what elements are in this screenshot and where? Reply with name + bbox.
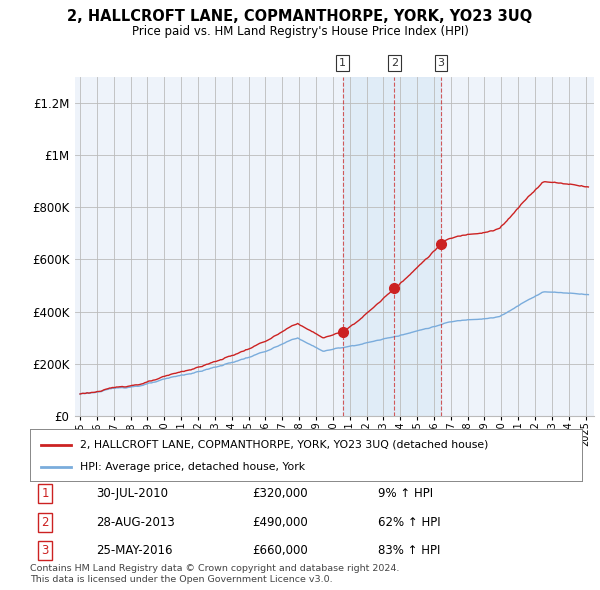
Text: 3: 3 [437, 58, 445, 68]
Text: 9% ↑ HPI: 9% ↑ HPI [378, 487, 433, 500]
Text: £320,000: £320,000 [252, 487, 308, 500]
Text: £660,000: £660,000 [252, 544, 308, 557]
Text: HPI: Average price, detached house, York: HPI: Average price, detached house, York [80, 462, 305, 472]
Text: 2, HALLCROFT LANE, COPMANTHORPE, YORK, YO23 3UQ (detached house): 2, HALLCROFT LANE, COPMANTHORPE, YORK, Y… [80, 440, 488, 450]
Text: 25-MAY-2016: 25-MAY-2016 [96, 544, 173, 557]
Text: £490,000: £490,000 [252, 516, 308, 529]
Text: 1: 1 [339, 58, 346, 68]
Bar [343, 77, 441, 416]
Text: This data is licensed under the Open Government Licence v3.0.: This data is licensed under the Open Gov… [30, 575, 332, 584]
Text: 28-AUG-2013: 28-AUG-2013 [96, 516, 175, 529]
Text: 62% ↑ HPI: 62% ↑ HPI [378, 516, 440, 529]
Text: Price paid vs. HM Land Registry's House Price Index (HPI): Price paid vs. HM Land Registry's House … [131, 25, 469, 38]
Text: 3: 3 [41, 544, 49, 557]
Text: 83% ↑ HPI: 83% ↑ HPI [378, 544, 440, 557]
Text: 2, HALLCROFT LANE, COPMANTHORPE, YORK, YO23 3UQ: 2, HALLCROFT LANE, COPMANTHORPE, YORK, Y… [67, 9, 533, 24]
Text: 30-JUL-2010: 30-JUL-2010 [96, 487, 168, 500]
Text: 2: 2 [41, 516, 49, 529]
Text: 1: 1 [41, 487, 49, 500]
Text: 2: 2 [391, 58, 398, 68]
Text: Contains HM Land Registry data © Crown copyright and database right 2024.: Contains HM Land Registry data © Crown c… [30, 565, 400, 573]
